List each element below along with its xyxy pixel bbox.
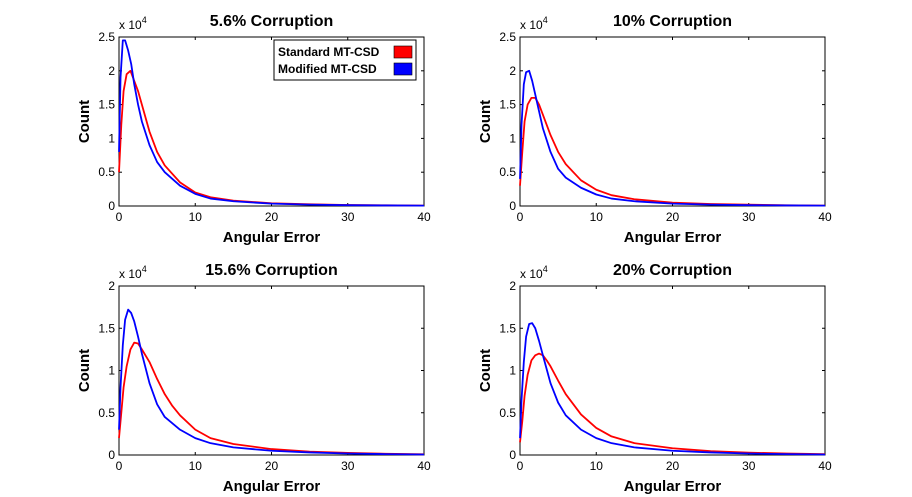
x-tick-label: 30 (341, 210, 355, 224)
y-tick-label: 0 (108, 448, 115, 462)
legend-swatch (393, 62, 413, 76)
plot-area (118, 285, 425, 456)
y-tick-label: 0.5 (499, 165, 516, 179)
y-tick-label: 1.5 (499, 98, 516, 112)
x-tick-label: 20 (265, 210, 279, 224)
x-axis-label: Angular Error (624, 478, 722, 495)
series-line-modified (118, 39, 425, 207)
y-axis-label: Count (76, 100, 93, 143)
y-multiplier: x 104 (520, 264, 548, 281)
y-multiplier-exponent: 4 (543, 264, 548, 274)
x-tick-label: 30 (742, 459, 756, 473)
chart-title: 15.6% Corruption (205, 262, 337, 279)
x-axis-label: Angular Error (624, 229, 722, 246)
subplot-2: 0 10 20 30 40 0 0.5 1 1.5 2 2.5 x 104 10% Corruption… (477, 13, 832, 246)
y-multiplier-base: x 10 (119, 18, 142, 32)
y-multiplier: x 104 (119, 15, 147, 32)
x-tick-label: 30 (742, 210, 756, 224)
legend-label: Modified MT-CSD (278, 62, 377, 76)
y-multiplier: x 104 (119, 264, 147, 281)
x-tick-label: 40 (818, 459, 832, 473)
y-tick-label: 2 (509, 64, 516, 78)
chart-title: 20% Corruption (613, 262, 732, 279)
y-tick-label: 2.5 (499, 30, 516, 44)
y-tick-label: 1 (509, 131, 516, 145)
x-tick-label: 40 (417, 210, 431, 224)
x-tick-label: 20 (666, 459, 680, 473)
y-tick-label: 1 (108, 131, 115, 145)
x-tick-label: 10 (189, 459, 203, 473)
y-tick-label: 0.5 (499, 406, 516, 420)
y-tick-label: 2 (108, 279, 115, 293)
y-tick-label: 0.5 (98, 406, 115, 420)
y-tick-label: 1 (509, 364, 516, 378)
x-tick-label: 20 (265, 459, 279, 473)
y-tick-label: 0.5 (98, 165, 115, 179)
y-axis-label: Count (477, 100, 494, 143)
y-multiplier-base: x 10 (119, 267, 142, 281)
x-tick-label: 10 (189, 210, 203, 224)
y-tick-label: 2.5 (98, 30, 115, 44)
y-multiplier-exponent: 4 (543, 15, 548, 25)
legend-box (273, 39, 417, 81)
series-line-modified (118, 308, 425, 456)
x-tick-label: 0 (116, 210, 123, 224)
y-multiplier-base: x 10 (520, 18, 543, 32)
y-multiplier-base: x 10 (520, 267, 543, 281)
y-tick-label: 1.5 (98, 98, 115, 112)
subplot-1: 0 10 20 30 40 0 0.5 1 1.5 2 2.5 x 104 5.6% Corruptio… (76, 13, 431, 246)
x-tick-label: 0 (116, 459, 123, 473)
x-tick-label: 20 (666, 210, 680, 224)
x-tick-label: 40 (417, 459, 431, 473)
y-tick-label: 0 (509, 448, 516, 462)
x-tick-label: 0 (517, 210, 524, 224)
legend-swatch (393, 45, 413, 59)
series-line-modified (519, 69, 826, 207)
x-axis-label: Angular Error (223, 229, 321, 246)
y-tick-label: 2 (108, 64, 115, 78)
subplot-4: 0 10 20 30 40 0 0.5 1 1.5 2 x 104 20% Corruption Ang… (477, 262, 832, 495)
x-axis-label: Angular Error (223, 478, 321, 495)
series-line-standard (519, 352, 826, 456)
chart-title: 5.6% Corruption (210, 13, 334, 30)
subplot-3: 0 10 20 30 40 0 0.5 1 1.5 2 x 104 15.6% Corruption A… (76, 262, 431, 495)
y-axis-label: Count (76, 349, 93, 392)
x-tick-label: 10 (590, 459, 604, 473)
y-tick-label: 0 (108, 199, 115, 213)
y-tick-label: 1 (108, 364, 115, 378)
y-tick-label: 2 (509, 279, 516, 293)
y-multiplier-exponent: 4 (142, 15, 147, 25)
y-tick-label: 1.5 (98, 321, 115, 335)
y-tick-label: 1.5 (499, 321, 516, 335)
x-tick-label: 10 (590, 210, 604, 224)
y-multiplier: x 104 (520, 15, 548, 32)
y-tick-label: 0 (509, 199, 516, 213)
series-line-standard (118, 341, 425, 456)
chart-title: 10% Corruption (613, 13, 732, 30)
legend-label: Standard MT-CSD (278, 45, 380, 59)
plot-area (519, 285, 826, 456)
x-tick-label: 30 (341, 459, 355, 473)
plot-area (519, 36, 826, 207)
y-multiplier-exponent: 4 (142, 264, 147, 274)
x-tick-label: 40 (818, 210, 832, 224)
x-tick-label: 0 (517, 459, 524, 473)
series-line-modified (519, 322, 826, 456)
legend: Standard MT-CSD Modified MT-CSD (273, 39, 417, 81)
y-axis-label: Count (477, 349, 494, 392)
